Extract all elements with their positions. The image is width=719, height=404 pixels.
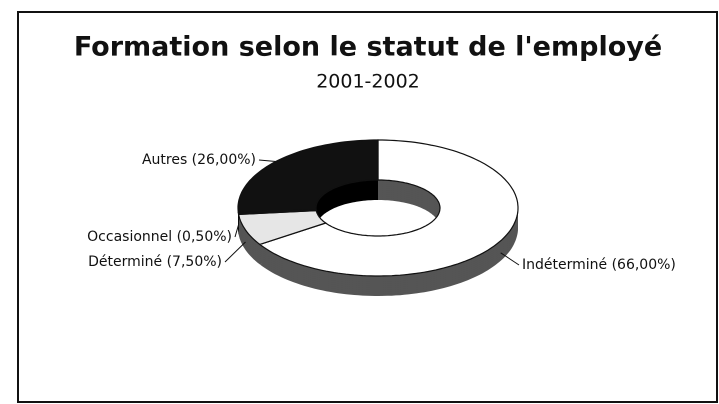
leader-line bbox=[234, 225, 239, 238]
data-label: Autres (26,00%) bbox=[142, 152, 256, 168]
chart-title: Formation selon le statut de l'employé bbox=[74, 32, 662, 63]
frame bbox=[17, 11, 718, 403]
slice bbox=[237, 139, 379, 213]
chart-subtitle: 2001-2002 bbox=[316, 71, 420, 93]
leader-line bbox=[224, 241, 246, 263]
leader-line bbox=[258, 159, 276, 162]
data-label: Indéterminé (66,00%) bbox=[522, 257, 676, 273]
data-label: Occasionnel (0,50%) bbox=[87, 229, 232, 245]
leader-line bbox=[500, 252, 520, 266]
data-label: Déterminé (7,50%) bbox=[88, 254, 222, 270]
